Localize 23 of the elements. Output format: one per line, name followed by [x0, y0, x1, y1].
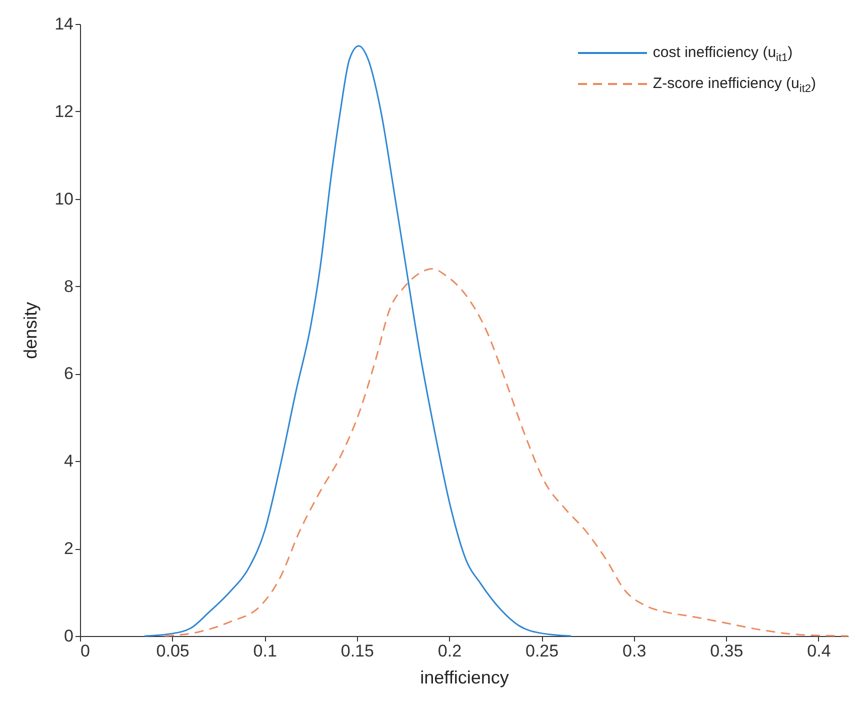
- line-series: [164, 268, 849, 637]
- y-tick-label: 12: [54, 102, 74, 121]
- x-tick-label: 0.15: [340, 642, 374, 660]
- x-tick-label: 0.1: [253, 642, 277, 660]
- x-tick-label: 0: [80, 642, 90, 660]
- y-tick-label: 8: [64, 276, 74, 296]
- y-tick-label: 2: [64, 539, 74, 558]
- x-tick-label: 0.35: [710, 642, 744, 660]
- x-axis-title: inefficiency: [420, 668, 509, 688]
- legend-label: cost inefficiency (u$_{it1}$): [652, 44, 793, 64]
- y-axis-title: density: [20, 302, 41, 360]
- y-tick-label: 14: [54, 14, 74, 34]
- legend-label: Z-score inefficiency (u$_{it2}$): [652, 75, 816, 95]
- y-tick-label: 6: [64, 364, 74, 384]
- x-tick-label: 0.2: [438, 642, 462, 660]
- y-tick-label: 4: [64, 452, 74, 471]
- x-tick-label: 0.05: [156, 642, 190, 660]
- x-tick-label: 0.25: [525, 642, 559, 660]
- x-tick-label: 0.4: [807, 642, 831, 660]
- y-tick-label: 10: [54, 189, 74, 208]
- y-tick-label: 0: [64, 626, 74, 646]
- line-series: [144, 45, 572, 637]
- x-tick-label: 0.3: [622, 642, 646, 660]
